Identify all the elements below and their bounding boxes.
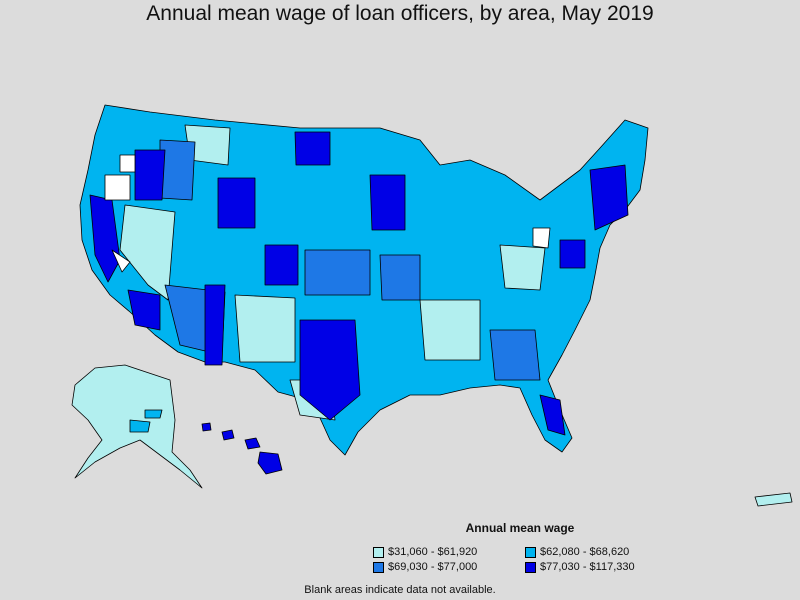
puerto-rico-shape	[754, 492, 793, 507]
alaska-island	[144, 409, 163, 419]
region-nevada	[119, 204, 176, 301]
legend-item-4: $77,030 - $117,330	[525, 561, 635, 573]
legend-label-3: $69,030 - $77,000	[388, 561, 478, 573]
legend-item-3: $69,030 - $77,000	[373, 561, 477, 573]
region-missouri	[379, 254, 421, 301]
region-oregon	[134, 149, 166, 201]
region-southern-ca	[127, 289, 161, 331]
legend-label-2: $62,080 - $68,620	[540, 546, 630, 558]
no-data-west-virginia	[532, 227, 551, 249]
legend-item-2: $62,080 - $68,620	[525, 546, 629, 558]
region-minnesota	[369, 174, 406, 231]
legend-swatch-3	[373, 561, 384, 573]
region-southeast-mid	[419, 299, 481, 361]
legend-title: Annual mean wage	[465, 521, 575, 535]
legend-swatch-4	[525, 561, 536, 573]
region-virginia	[559, 239, 586, 269]
region-kansas	[304, 249, 371, 296]
legend-item-1: $31,060 - $61,920	[373, 546, 477, 558]
data-note: Blank areas indicate data not available.	[304, 584, 496, 596]
hawaii-big-island	[257, 451, 283, 475]
region-northeast	[589, 164, 629, 231]
hawaii-oahu	[221, 429, 235, 441]
region-appalachia	[499, 244, 546, 291]
region-idaho	[159, 139, 196, 201]
legend-label-1: $31,060 - $61,920	[388, 546, 478, 558]
region-new-mexico	[234, 294, 296, 363]
region-north-dakota	[294, 131, 331, 166]
region-georgia	[489, 329, 541, 381]
region-texas-east	[299, 319, 361, 421]
no-data-washington	[119, 154, 136, 173]
region-florida-south	[539, 394, 566, 436]
map-title: Annual mean wage of loan officers, by ar…	[146, 2, 654, 25]
region-utah-south	[204, 284, 226, 366]
no-data-oregon	[104, 174, 131, 201]
legend-swatch-1	[373, 546, 384, 558]
hawaii-kauai	[201, 422, 212, 432]
legend-swatch-2	[525, 546, 536, 558]
region-wyoming	[217, 177, 256, 229]
hawaii-maui	[244, 437, 261, 450]
alaska-anchorage	[129, 419, 151, 433]
region-colorado-front	[264, 244, 299, 286]
legend-label-4: $77,030 - $117,330	[540, 561, 635, 573]
no-data-nevada	[111, 249, 131, 273]
